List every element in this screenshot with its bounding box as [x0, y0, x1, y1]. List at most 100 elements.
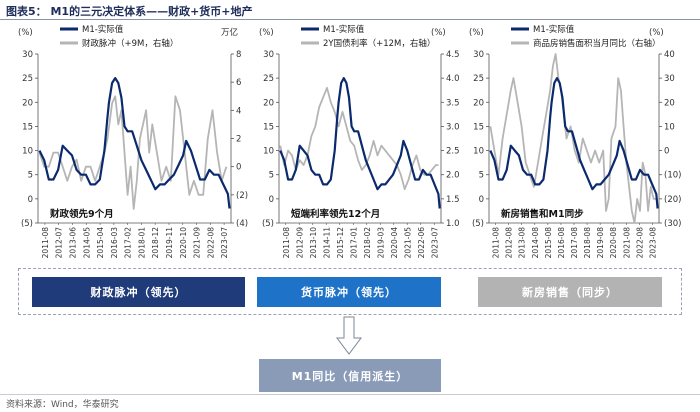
panel-3-right-tick-label: 0 — [664, 147, 669, 157]
housing-sales-box: 新房销售（同步） — [478, 277, 662, 307]
panel-2-x-tick-label: 2014-11 — [322, 227, 331, 259]
panel-1-legend-label: 财政脉冲（+9M，右轴） — [82, 38, 178, 49]
panel-3-x-tick-label: 2012-08 — [505, 227, 514, 259]
panel-2-x-tick-label: 2023-07 — [430, 227, 439, 259]
panel-1-left-tick-label: 20 — [22, 98, 33, 108]
panel-3-right-tick-label: 20 — [664, 98, 675, 108]
panel-1-x-tick-label: 2015-04 — [96, 227, 105, 259]
panel-1-left-tick-label: 5 — [28, 171, 33, 181]
panel-1-x-tick-label: 2011-08 — [41, 227, 50, 259]
panel-3-left-tick-label: 0 — [479, 195, 484, 205]
panel-1-series-right-line — [38, 95, 228, 210]
panel-1-right-tick-label: 0 — [236, 163, 241, 173]
panel-3-left-tick-label: 10 — [473, 147, 484, 157]
panel-2-left-unit: (%) — [259, 28, 274, 38]
panel-3-x-tick-label: 2022-08 — [635, 227, 644, 259]
panel-2-x-tick-label: 2017-01 — [349, 227, 358, 259]
panel-3-x-tick-label: 2021-08 — [622, 227, 631, 259]
panel-3-right-tick-label: (30) — [664, 219, 681, 229]
panel-1-left-tick-label: (5) — [21, 219, 33, 229]
panel-2-annotation: 短端利率领先12个月 — [291, 208, 380, 220]
panel-3-x-tick-label: 2019-08 — [596, 227, 605, 259]
panel-1-left-unit: (%) — [18, 28, 33, 38]
panel-1-left-tick-label: 15 — [22, 122, 33, 132]
panel-2-x-tick-label: 2015-12 — [336, 227, 345, 259]
panel-1-x-tick-label: 2018-12 — [151, 227, 160, 259]
bottom-divider — [0, 394, 700, 395]
panel-2-right-tick-label: 4.5 — [446, 50, 460, 60]
panel-3-right-tick-label: 30 — [664, 74, 675, 84]
panel-1-right-tick-label: 8 — [236, 50, 241, 60]
panel-3-right-tick-label: (20) — [664, 195, 681, 205]
figure-title: 图表5： M1的三元决定体系——财政+货币+地产 — [6, 5, 253, 18]
panel-2-x-tick-label: 2018-02 — [363, 227, 372, 259]
panel-2-left-tick-label: 0 — [269, 195, 274, 205]
panel-3-annotation: 新房销售和M1同步 — [501, 208, 584, 220]
panel-1-left-tick-label: 0 — [28, 195, 33, 205]
panel-3-right-tick-label: 40 — [664, 50, 675, 60]
panel-1-x-tick-label: 2021-09 — [193, 227, 202, 259]
panel-1-right-tick-label: 4 — [236, 106, 241, 116]
panel-1-x-tick-label: 2017-02 — [124, 227, 133, 259]
panel-3-legend-label: 商品房销售面积当月同比（右轴） — [533, 38, 661, 49]
panel-1-annotation: 财政领先9个月 — [49, 208, 114, 220]
panel-2-left-tick-label: 20 — [263, 98, 274, 108]
panel-3-series-m1-line — [489, 76, 659, 209]
panel-1-series-m1-line — [38, 76, 231, 209]
panel-3-left-tick-label: 25 — [473, 74, 484, 84]
panel-2-right-tick-label: 1.0 — [446, 219, 460, 229]
panel-3-x-tick-label: 2018-08 — [583, 227, 592, 259]
panel-2-x-tick-label: 2021-05 — [403, 227, 412, 259]
panel-1-x-tick-label: 2012-07 — [55, 227, 64, 259]
panel-2-right-tick-label: 4.0 — [446, 74, 460, 84]
panel-3-left-tick-label: 20 — [473, 98, 484, 108]
panel-2-x-tick-label: 2013-10 — [309, 227, 318, 259]
panel-1-x-tick-label: 2023-07 — [220, 227, 229, 259]
panel-1-left-tick-label: 25 — [22, 74, 33, 84]
panel-2-legend-label: M1-实际值 — [323, 24, 365, 35]
panel-1-x-tick-label: 2019-11 — [165, 227, 174, 259]
panel-3-series-right-line — [489, 53, 657, 224]
panel-2-left-tick-label: 15 — [263, 122, 274, 132]
panel-2-x-tick-label: 2019-03 — [376, 227, 385, 259]
panel-3-left-tick-label: (5) — [472, 219, 484, 229]
panel-2-left-tick-label: (5) — [262, 219, 274, 229]
panel-2-legend-label: 2Y国债利率（+12M，右轴） — [323, 38, 435, 49]
panel-1-right-unit: 万亿 — [221, 27, 238, 38]
panel-2-right-tick-label: 2.5 — [446, 147, 460, 157]
title-divider — [0, 19, 700, 20]
panel-1-legend-label: M1-实际值 — [82, 24, 124, 35]
panel-3-left-unit: (%) — [469, 28, 484, 38]
panel-3-left-tick-label: 15 — [473, 122, 484, 132]
monetary-pulse-box: 货币脉冲（领先） — [257, 277, 441, 307]
panel-2-left-tick-label: 10 — [263, 147, 274, 157]
panel-3-x-tick-label: 2020-08 — [609, 227, 618, 259]
charts-svg: (5) 0 5 10 15 20 25 30 (4) (2) 0 2 4 6 8 (%) 万亿 2011-08 20… — [18, 24, 681, 259]
panel-2-series-m1-line — [279, 76, 441, 209]
panel-1-x-tick-label: 2022-08 — [206, 227, 215, 259]
down-arrow-icon — [336, 316, 362, 355]
panel-3-x-tick-label: 2017-08 — [570, 227, 579, 259]
panel-1-right-tick-label: 2 — [236, 135, 241, 145]
panel-2-x-tick-label: 2011-08 — [282, 227, 291, 259]
panel-3-legend-label: M1-实际值 — [533, 24, 575, 35]
panel-3-x-tick-label: 2014-08 — [531, 227, 540, 259]
source-note: 资料来源：Wind，华泰研究 — [6, 400, 119, 410]
panel-3-x-tick-label: 2011-08 — [492, 227, 501, 259]
panel-2-x-tick-label: 2020-04 — [390, 227, 399, 259]
panel-1-x-tick-label: 2016-03 — [110, 227, 119, 259]
panel-2-left-tick-label: 30 — [263, 50, 274, 60]
panel-3-left-tick-label: 30 — [473, 50, 484, 60]
panel-2-right-tick-label: 3.5 — [446, 98, 460, 108]
panel-2-right-tick-label: 1.5 — [446, 195, 460, 205]
panel-2-right-tick-label: 2.0 — [446, 171, 460, 181]
panel-2-x-tick-label: 2012-09 — [295, 227, 304, 259]
panel-3-x-tick-label: 2023-08 — [648, 227, 657, 259]
panel-1-right-tick-label: (2) — [236, 191, 248, 201]
panel-3-right-unit: (%) — [649, 28, 664, 38]
panel-1-left-tick-label: 30 — [22, 50, 33, 60]
panel-3-right-tick-label: 10 — [664, 122, 675, 132]
panel-1-x-tick-label: 2013-06 — [68, 227, 77, 259]
panel-1-x-tick-label: 2018-01 — [137, 227, 146, 259]
panel-1-right-tick-label: (4) — [236, 219, 248, 229]
